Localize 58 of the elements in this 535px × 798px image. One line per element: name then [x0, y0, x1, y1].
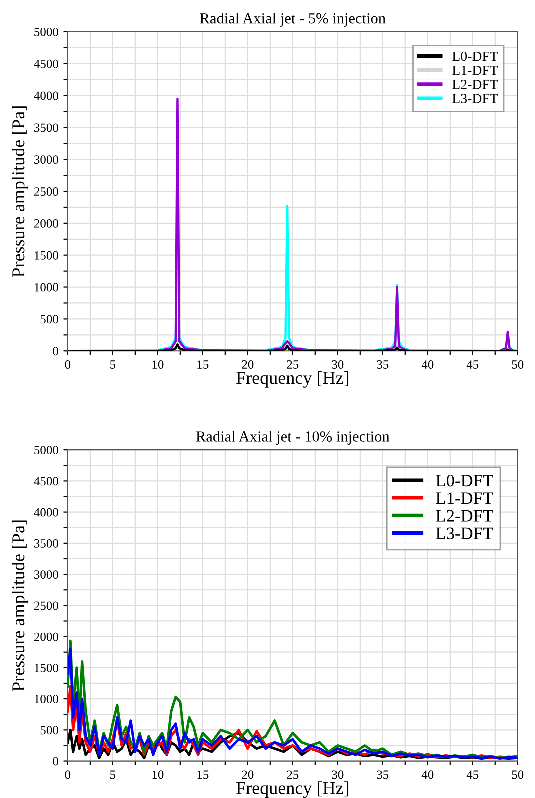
y-axis-title: Pressure amplitude [Pa] [12, 520, 28, 692]
x-tick-label: 40 [422, 770, 434, 780]
y-tick-label: 2000 [34, 632, 58, 642]
y-tick-label: 0 [53, 757, 58, 766]
y-tick-label: 3000 [34, 156, 58, 164]
y-tick-label: 1500 [35, 664, 58, 672]
y-tick-label: 3500 [34, 539, 58, 548]
x-tick-label: 35 [377, 770, 389, 780]
y-tick-label: 2500 [34, 602, 58, 610]
x-tick-label: 10 [152, 770, 164, 780]
x-tick-label: 5 [110, 360, 116, 369]
x-tick-label: 5 [110, 770, 116, 780]
x-tick-label: 45 [466, 360, 479, 369]
x-tick-label: 35 [377, 360, 389, 369]
y-tick-label: 0 [53, 347, 58, 356]
x-tick-label: 30 [332, 770, 344, 780]
y-tick-label: 2500 [34, 188, 58, 196]
legend-label: L1-DFT [452, 66, 498, 76]
y-tick-label: 5000 [34, 446, 58, 455]
x-tick-label: 15 [198, 360, 209, 369]
x-tick-label: 10 [152, 360, 164, 369]
y-axis-title: Pressure amplitude [Pa] [12, 106, 28, 278]
y-tick-label: 1000 [35, 695, 58, 704]
x-tick-label: 0 [65, 360, 71, 369]
legend-label: L1-DFT [436, 492, 494, 504]
y-tick-label: 5000 [34, 28, 58, 36]
x-tick-label: 25 [287, 770, 299, 780]
y-tick-label: 2000 [34, 219, 58, 228]
x-tick-label: 45 [466, 770, 479, 780]
y-tick-label: 4000 [34, 508, 58, 517]
x-tick-label: 20 [242, 360, 254, 369]
legend-label: L2-DFT [452, 80, 498, 90]
legend-label: L3-DFT [436, 528, 494, 540]
y-tick-label: 3500 [34, 124, 58, 132]
y-tick-label: 4500 [34, 60, 58, 68]
y-tick-label: 500 [40, 315, 58, 324]
x-tick-label: 30 [332, 360, 344, 369]
x-axis-title: Frequency [Hz] [236, 782, 348, 798]
x-tick-label: 0 [65, 770, 71, 780]
y-tick-label: 1500 [35, 251, 58, 260]
y-tick-label: 1000 [35, 283, 58, 292]
y-tick-label: 500 [40, 726, 58, 735]
y-tick-label: 4500 [34, 477, 58, 486]
x-tick-label: 15 [198, 770, 209, 780]
legend-label: L3-DFT [452, 94, 498, 104]
chart-title: Radial Axial jet - 10% injection [196, 431, 390, 445]
chart-title: Radial Axial jet - 5% injection [200, 12, 386, 27]
x-tick-label: 50 [512, 770, 524, 780]
x-axis-title: Frequency [Hz] [236, 371, 348, 388]
x-tick-label: 20 [242, 770, 254, 780]
legend-label: L0-DFT [452, 52, 498, 62]
x-tick-label: 25 [287, 360, 299, 369]
y-tick-label: 3000 [34, 570, 58, 580]
x-tick-label: 40 [422, 360, 434, 369]
legend-label: L0-DFT [436, 474, 494, 487]
y-tick-label: 4000 [34, 92, 58, 100]
x-tick-label: 50 [512, 360, 524, 369]
legend-label: L2-DFT [436, 510, 494, 522]
